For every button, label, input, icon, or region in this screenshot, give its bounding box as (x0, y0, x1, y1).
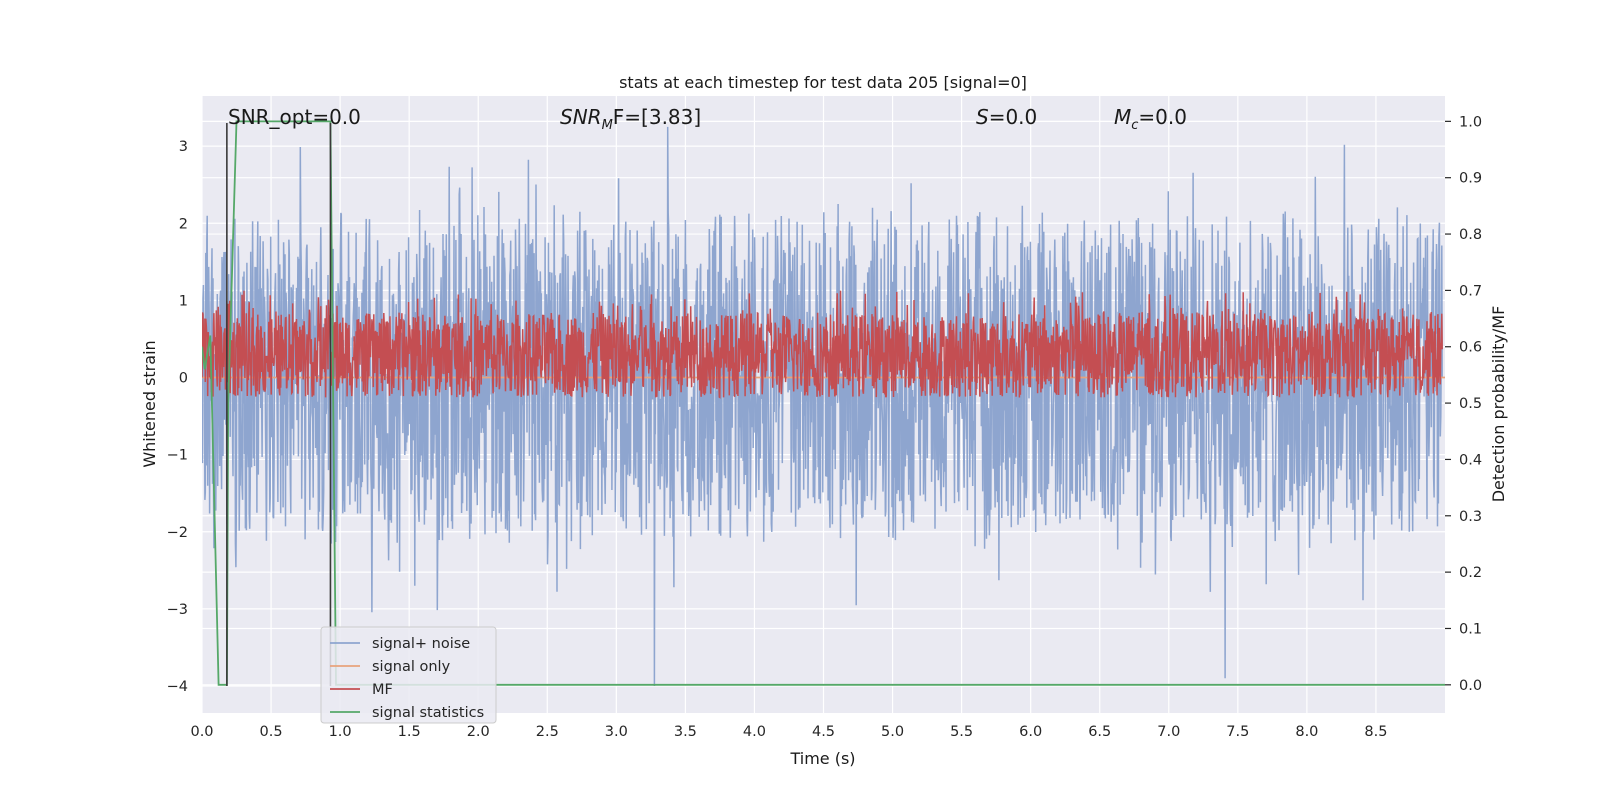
x-tick-label: 8.5 (1364, 724, 1387, 740)
snr-mf-annotation: SNRMF=[3.83] (560, 105, 701, 133)
y-left-tick-label: −1 (167, 448, 188, 464)
mc-name: M (1114, 105, 1131, 129)
y-left-tick-label: −3 (167, 602, 188, 618)
y-left-tick-label: 3 (179, 139, 188, 155)
y-right-tick-label: 0.5 (1459, 396, 1482, 412)
x-tick-label: 5.5 (950, 724, 973, 740)
x-tick-label: 7.0 (1157, 724, 1180, 740)
y-left-tick-label: −2 (167, 525, 188, 541)
y-right-tick-label: 0.6 (1459, 340, 1482, 356)
legend-label: signal only (372, 659, 451, 675)
x-tick-label: 4.0 (743, 724, 766, 740)
y-right-tick-label: 1.0 (1459, 114, 1482, 130)
y-right-tick-label: 0.7 (1459, 283, 1482, 299)
s-annotation: S=0.0 (976, 105, 1037, 129)
chart-title: stats at each timestep for test data 205… (619, 73, 1027, 92)
y-left-tick-label: −4 (167, 679, 188, 695)
x-tick-label: 5.0 (881, 724, 904, 740)
x-tick-label: 2.5 (536, 724, 559, 740)
snr-mf-subscript: M (602, 118, 613, 133)
mc-subscript: c (1131, 118, 1138, 133)
x-tick-label: 4.5 (812, 724, 835, 740)
snr-mf-name: SNR (560, 105, 602, 129)
y-right-tick-label: 0.9 (1459, 171, 1482, 187)
series-mf-line (202, 290, 1443, 399)
y-right-tick-label: 0.2 (1459, 565, 1482, 581)
x-tick-label: 7.5 (1226, 724, 1249, 740)
y-left-tick-label: 2 (179, 216, 188, 232)
ticks: 0.0 0.5 1.0 1.5 2.0 2.5 3.0 3.5 4.0 4.5 5.0 5.5 6.0 6… (167, 114, 1482, 740)
x-tick-label: 6.5 (1088, 724, 1111, 740)
x-tick-label: 2.0 (467, 724, 490, 740)
legend-label: signal+ noise (372, 636, 470, 652)
legend: signal+ noise signal only MF signal statist… (320, 626, 497, 724)
x-tick-label: 8.0 (1295, 724, 1318, 740)
s-name: S (976, 105, 989, 129)
snr-mf-value: F=[3.83] (613, 105, 701, 129)
y-right-tick-label: 0.4 (1459, 452, 1482, 468)
y-axis-label-left: Whitened strain (140, 340, 159, 467)
x-axis-label: Time (s) (789, 749, 855, 768)
legend-box (320, 626, 497, 724)
x-tick-label: 0.0 (190, 724, 213, 740)
x-tick-label: 3.0 (605, 724, 628, 740)
x-tick-label: 1.0 (329, 724, 352, 740)
y-left-tick-label: 0 (179, 371, 188, 387)
legend-label: signal statistics (372, 705, 484, 721)
mc-annotation: Mc=0.0 (1114, 105, 1187, 133)
legend-label: MF (372, 682, 393, 698)
s-value: =0.0 (989, 105, 1038, 129)
y-right-tick-label: 0.0 (1459, 678, 1482, 694)
x-tick-label: 1.5 (398, 724, 421, 740)
y-axis-label-right: Detection probability/MF (1489, 306, 1508, 503)
x-tick-label: 3.5 (674, 724, 697, 740)
y-right-tick-label: 0.3 (1459, 509, 1482, 525)
x-tick-label: 0.5 (260, 724, 283, 740)
y-right-tick-label: 0.1 (1459, 621, 1482, 637)
y-left-tick-label: 1 (179, 293, 188, 309)
y-right-tick-label: 0.8 (1459, 227, 1482, 243)
x-tick-label: 6.0 (1019, 724, 1042, 740)
mc-value: =0.0 (1138, 105, 1187, 129)
snr-opt-annotation: SNR_opt=0.0 (228, 105, 361, 129)
